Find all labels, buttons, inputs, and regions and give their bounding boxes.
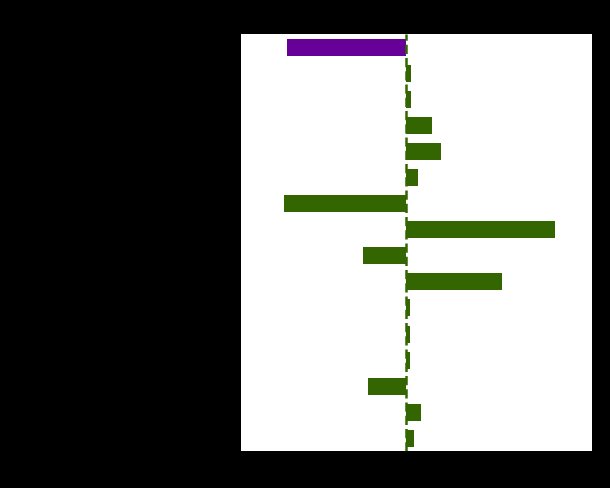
Bar	[406, 430, 414, 447]
Bar	[287, 39, 406, 56]
Bar	[406, 143, 441, 160]
Bar	[368, 378, 406, 395]
Bar	[406, 221, 555, 238]
Bar	[406, 273, 503, 290]
Bar	[406, 300, 410, 316]
Bar	[406, 169, 418, 186]
Bar	[406, 117, 431, 134]
Bar	[406, 91, 411, 108]
Bar	[406, 352, 410, 368]
Bar	[406, 404, 421, 421]
Bar	[364, 247, 406, 264]
Bar	[406, 325, 410, 343]
Bar	[284, 195, 406, 212]
Bar	[406, 65, 411, 82]
